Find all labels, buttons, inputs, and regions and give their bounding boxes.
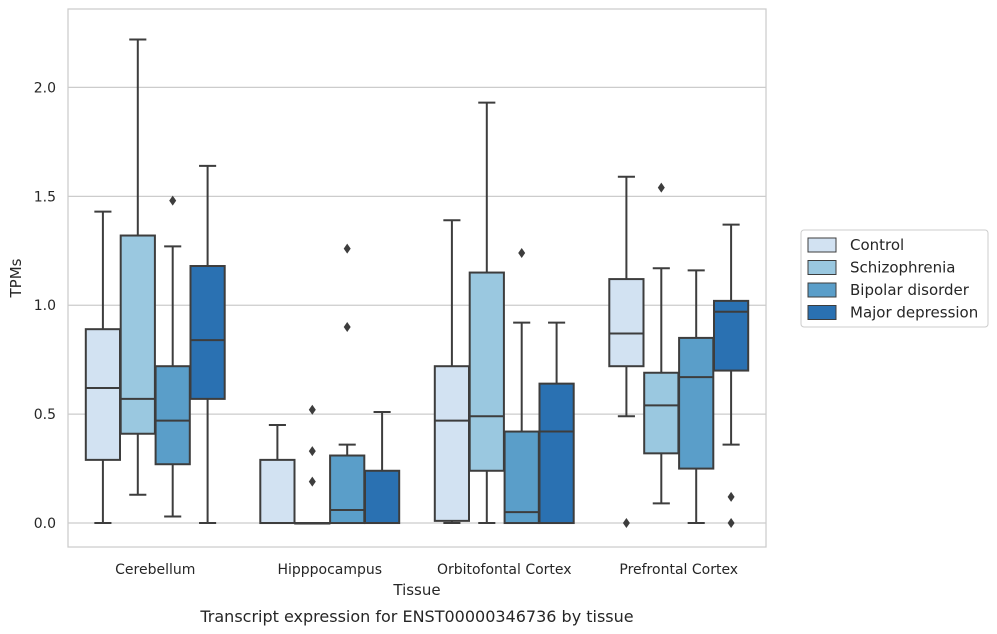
x-tick-label: Prefrontal Cortex xyxy=(619,562,738,578)
box-1-1 xyxy=(294,522,331,525)
box-0-3 xyxy=(189,164,226,525)
box-body xyxy=(503,430,540,525)
box-body xyxy=(433,365,471,522)
box-0-1 xyxy=(119,38,156,496)
box-body xyxy=(119,234,156,435)
legend-label: Schizophrenia xyxy=(850,259,955,277)
box-body xyxy=(189,265,226,400)
box-1-3 xyxy=(363,410,401,525)
box-body xyxy=(678,336,715,470)
box-body xyxy=(154,365,191,466)
box-body xyxy=(329,454,366,525)
outliers xyxy=(169,182,735,529)
legend-label: Control xyxy=(850,236,904,254)
box-body xyxy=(84,328,122,461)
x-tick-labels: Cerebellum Hipppocampus Orbitofontal Corte… xyxy=(115,562,738,578)
box-body xyxy=(259,458,296,525)
box-1-0 xyxy=(259,424,296,525)
legend-swatch xyxy=(807,237,837,253)
x-axis-title: Tissue xyxy=(392,581,440,599)
box-0-2 xyxy=(154,245,191,518)
box-2-2 xyxy=(503,321,540,525)
outlier-marker xyxy=(343,322,351,333)
outlier-marker xyxy=(343,243,351,254)
box-3-3 xyxy=(712,223,750,446)
legend-swatch xyxy=(807,260,837,275)
legend-frame xyxy=(800,229,989,328)
legend-label: Major depression xyxy=(850,304,978,322)
outlier-marker xyxy=(518,247,526,258)
box-body xyxy=(608,278,645,368)
outlier-marker xyxy=(657,182,665,193)
outlier-marker xyxy=(727,491,735,502)
legend-label: Bipolar disorder xyxy=(850,281,970,299)
x-tick-label: Hipppocampus xyxy=(277,562,382,578)
box-0-0 xyxy=(84,210,122,525)
y-tick-label: 0.0 xyxy=(34,516,56,532)
y-tick-label: 1.0 xyxy=(34,298,56,314)
legend: Control Schizophrenia Bipolar disorder Majo… xyxy=(800,229,989,328)
x-tick-label: Orbitofontal Cortex xyxy=(437,562,572,578)
box-body xyxy=(538,382,575,525)
legend-swatch xyxy=(807,282,837,298)
y-tick-label: 0.5 xyxy=(34,407,56,423)
outlier-marker xyxy=(308,476,316,487)
outlier-marker xyxy=(622,518,630,529)
box-3-1 xyxy=(643,267,680,505)
outlier-marker xyxy=(169,195,177,206)
box-body xyxy=(363,469,401,525)
plot-frame xyxy=(67,8,767,548)
box-3-0 xyxy=(608,175,645,418)
y-tick-labels: 0.0 0.5 1.0 1.5 2.0 xyxy=(34,80,56,532)
y-tick-label: 1.5 xyxy=(34,189,56,205)
boxes xyxy=(84,38,750,525)
x-tick-label: Cerebellum xyxy=(115,562,195,578)
box-body xyxy=(468,271,505,472)
outlier-marker xyxy=(727,518,735,529)
y-tick-label: 2.0 xyxy=(34,80,56,96)
outlier-marker xyxy=(308,446,316,457)
chart-caption: Transcript expression for ENST0000034673… xyxy=(199,607,633,626)
box-2-1 xyxy=(468,101,505,525)
box-2-3 xyxy=(538,321,575,525)
legend-swatch xyxy=(807,305,837,320)
box-body xyxy=(643,371,680,455)
box-1-2 xyxy=(329,443,366,525)
y-axis-title: TPMs xyxy=(7,258,25,298)
outlier-marker xyxy=(308,404,316,415)
box-3-2 xyxy=(678,269,715,525)
